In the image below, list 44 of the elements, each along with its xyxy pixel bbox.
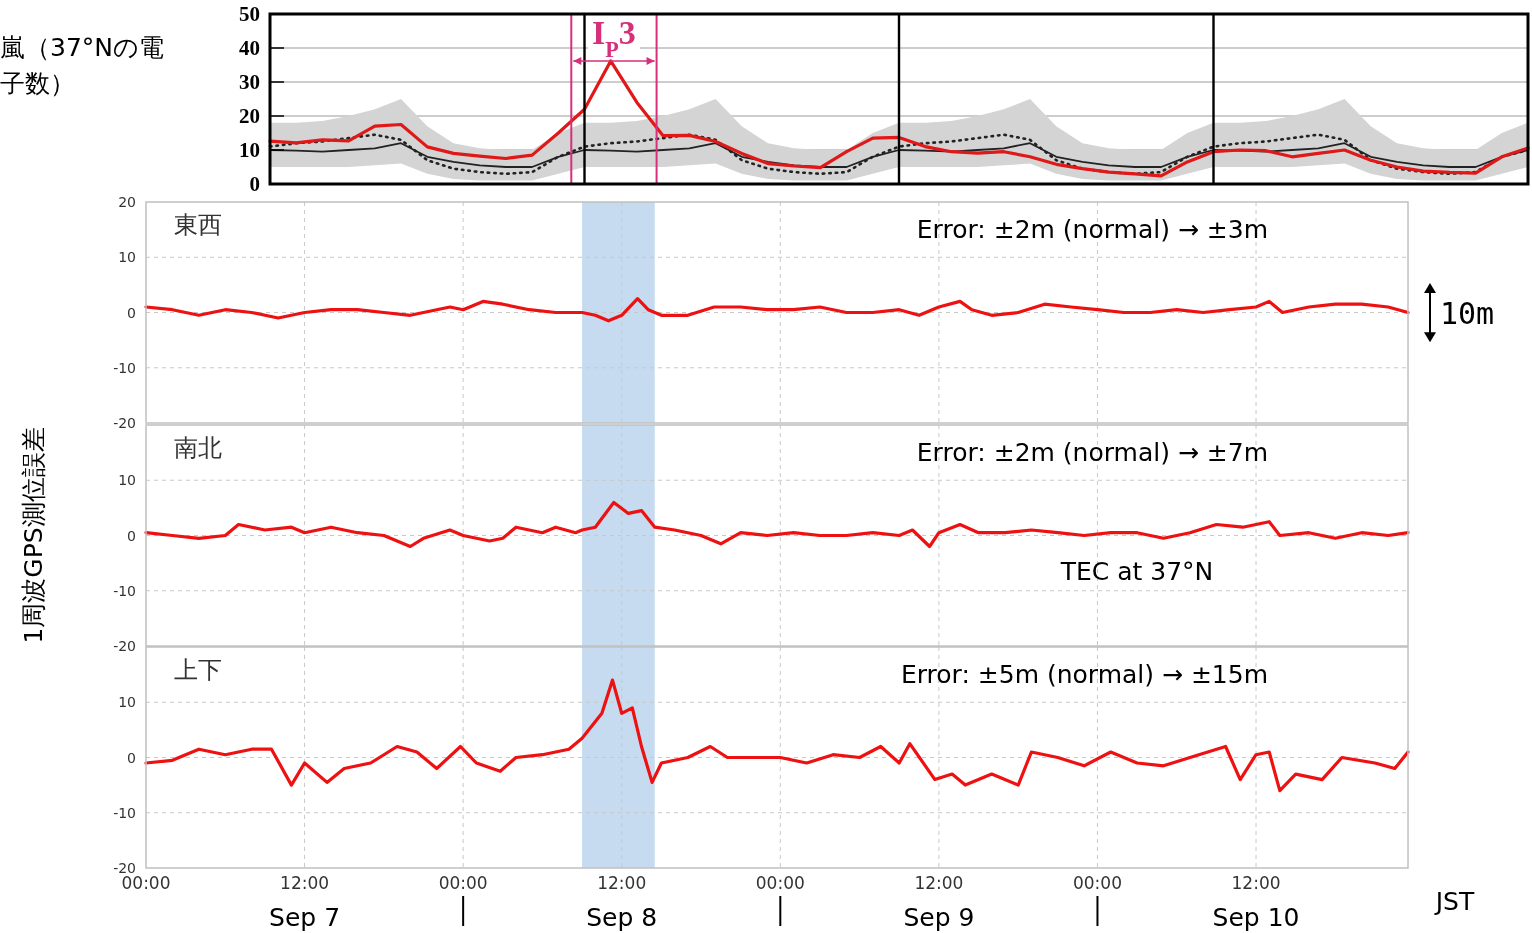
x-axis-title: JST <box>1433 887 1475 916</box>
annotation: Error: ±2m (normal) → ±7m <box>916 438 1268 467</box>
y-tick-label: 0 <box>249 172 260 196</box>
x-tick-label: 00:00 <box>755 873 805 893</box>
y-tick-label: 0 <box>127 304 136 321</box>
annotation: TEC at 37°N <box>1059 557 1214 587</box>
x-tick-label: 12:00 <box>1231 873 1281 893</box>
y-tick-label: 0 <box>127 749 136 766</box>
y-tick-label: -20 <box>113 415 136 431</box>
y-tick-label: -10 <box>113 582 136 599</box>
annotation: I$_{P}$3 <box>592 14 636 62</box>
x2-tick-label: Sep 9 <box>903 903 975 932</box>
y-tick-label: 40 <box>239 36 260 60</box>
y-tick-label: 10 <box>118 472 136 489</box>
x-tick-label: 00:00 <box>438 873 488 893</box>
y-tick-label: -20 <box>113 638 136 654</box>
y-tick-label: -20 <box>113 860 136 876</box>
line-series <box>268 59 1530 178</box>
y-tick-label: 20 <box>118 194 136 210</box>
y-axis-title: 1周波GPS測位誤差 <box>19 427 48 644</box>
y-tick-label: 10 <box>239 138 260 162</box>
y-tick-label: 10 <box>118 249 136 266</box>
chart-title: 南北 <box>174 434 222 462</box>
y-tick-label: 20 <box>239 104 260 128</box>
y-axis-title: 嵐（37°Nの電子数） <box>0 32 165 100</box>
x2-tick-label: Sep 8 <box>586 903 658 932</box>
y-tick-label: -10 <box>113 359 136 376</box>
y-tick-label: 50 <box>239 2 260 26</box>
x-tick-label: 00:00 <box>121 873 171 893</box>
x-tick-label: 12:00 <box>280 873 330 893</box>
chart-title: 東西 <box>174 211 222 239</box>
x-tick-label: 00:00 <box>1072 873 1122 893</box>
y-tick-label: 0 <box>127 527 136 544</box>
x-tick-label: 12:00 <box>597 873 647 893</box>
y-tick-label: 10 <box>118 694 136 711</box>
x2-tick-label: Sep 7 <box>269 903 341 932</box>
x2-tick-label: Sep 10 <box>1212 903 1300 932</box>
annotation: Error: ±5m (normal) → ±15m <box>900 660 1268 689</box>
y-tick-label: -10 <box>113 804 136 821</box>
annotation: Error: ±2m (normal) → ±3m <box>916 215 1268 244</box>
x-tick-label: 12:00 <box>914 873 964 893</box>
y-tick-label: 30 <box>239 70 260 94</box>
chart-title: 上下 <box>174 656 222 684</box>
text: 10m <box>1440 295 1495 331</box>
